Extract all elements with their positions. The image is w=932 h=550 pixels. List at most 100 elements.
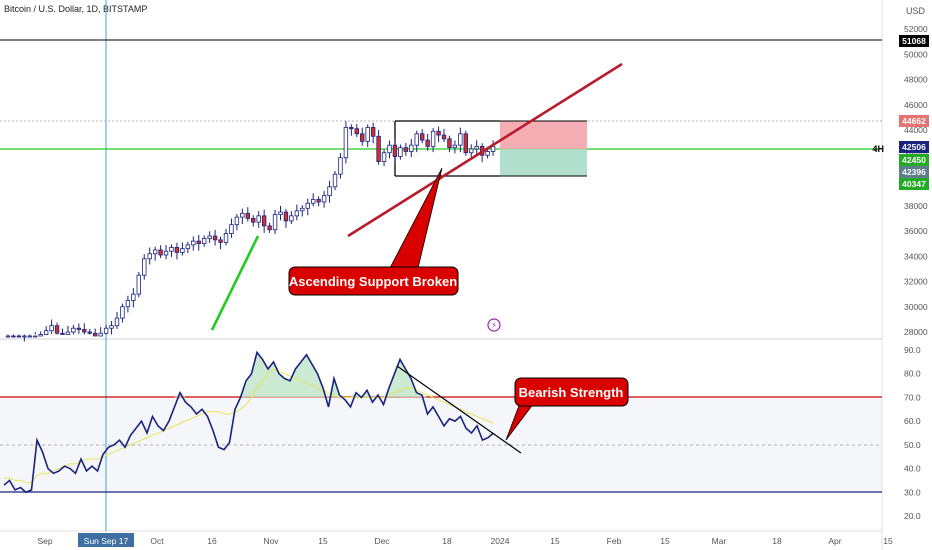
green-trend-line [210,235,260,331]
price-tag-label: 44662 [902,116,926,126]
rsi-overbought-fill [4,352,494,398]
price-tick-label: 32000 [904,277,928,287]
candle-body [131,293,136,301]
candle-body [174,247,180,253]
price-tag [899,141,929,153]
support-callout-box[interactable] [288,266,459,296]
candle-body [392,144,398,157]
price-tick-label: 44000 [904,125,928,135]
candle-body [283,211,289,222]
time-tick-label: 15 [550,536,560,546]
candlestick-series [5,121,496,342]
candle-body [441,134,447,140]
bearish-callout-box[interactable] [514,377,629,407]
price-tag-label: 42396 [902,167,926,177]
lightning-icon[interactable] [487,318,501,332]
candle-body [152,249,158,255]
candle-body [38,334,43,337]
rsi-axis: 20.0 30.0 40.0 50.0 60.0 70.0 80.0 90.0 [904,345,921,521]
crosshair-date-tag [78,533,134,547]
candle-body [349,127,354,130]
ascending-support-line [347,62,623,238]
candle-body [147,253,152,260]
candle-body [305,202,310,209]
candle-body [338,157,343,175]
price-tag-label: 40347 [902,179,926,189]
candle-body [212,235,218,241]
candle-body [120,306,125,319]
candle-body [294,210,300,217]
price-tick-label: 34000 [904,251,928,261]
candle-body [256,215,261,223]
candle-body [65,331,71,335]
time-tick-label: Sep [37,536,52,546]
price-tick-label: 52000 [904,24,928,34]
candle-body [425,139,430,147]
rsi-tick-label: 20.0 [904,511,921,521]
candle-body [403,147,409,152]
price-tag-label: 51068 [902,36,926,46]
candle-body [376,135,381,162]
candle-body [87,331,92,334]
candle-body [447,138,452,149]
candle-body [60,332,65,335]
candle-body [201,238,207,245]
time-tick-label: 18 [772,536,782,546]
time-tick-label: Mar [712,536,727,546]
candle-body [469,148,474,154]
candle-body [43,330,49,335]
candle-body [240,212,245,218]
candle-body [82,329,87,333]
candle-body [278,211,283,215]
price-tag-label: 42450 [902,155,926,165]
price-tag [899,115,929,127]
candle-body [142,258,147,276]
candle-body [103,327,109,334]
time-tick-label: 16 [207,536,217,546]
candle-body [109,325,114,329]
price-tick-label: 28000 [904,327,928,337]
candle-body [310,199,316,204]
candle-body [229,224,234,234]
price-tick-label: 50000 [904,49,928,59]
candle-body [191,240,196,246]
candle-body [360,133,365,142]
candle-body [272,214,278,231]
bearish-callout-text: Bearish Strength [519,385,624,400]
timeframe-tag: 4H [872,144,884,154]
time-tick-label: 15 [660,536,670,546]
candle-body [485,151,490,156]
candle-body [27,335,32,338]
candle-body [136,274,141,295]
lightning-icon-glyph: ⚡ [491,321,497,330]
stop-loss-zone [500,121,587,149]
candle-body [54,325,60,334]
candle-body [163,250,169,256]
currency-label: USD [906,6,926,16]
candle-body [289,215,294,222]
candle-body [245,212,250,219]
time-tick-label: Apr [828,536,841,546]
time-tick-label: 15 [883,536,893,546]
price-tag [899,166,929,178]
price-tick-label: 38000 [904,201,928,211]
candle-body [343,127,349,159]
rsi-series [3,350,495,494]
candle-body [452,144,458,149]
candle-body [370,127,376,137]
candle-body [180,248,185,253]
price-tick-label: 46000 [904,100,928,110]
candle-body [300,207,305,212]
time-tick-label: Feb [607,536,622,546]
candle-body [16,335,22,338]
candle-body [474,146,479,150]
rsi-ma-line [4,368,494,484]
candle-body [223,233,229,243]
price-tick-label: 48000 [904,75,928,85]
candle-body [436,130,441,136]
price-tag-label: 42506 [902,142,926,152]
candle-body [33,335,38,338]
candle-body [207,235,212,239]
candle-body [332,173,338,188]
